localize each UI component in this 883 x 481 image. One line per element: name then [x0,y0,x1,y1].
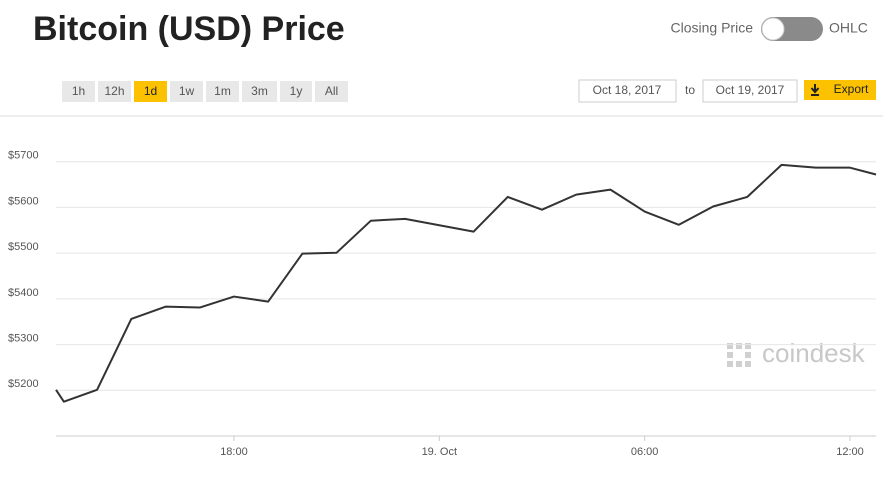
range-label: 1d [144,84,157,98]
range-button[interactable] [170,81,203,102]
range-button[interactable] [242,81,277,102]
range-label: 1w [179,84,195,98]
watermark: coindesk [727,338,866,368]
logo-dot [736,361,742,367]
export-label: Export [834,82,869,96]
logo-dot [745,343,751,349]
date-to-box[interactable] [702,79,798,103]
y-tick-label: $5700 [8,150,39,162]
export-button[interactable] [804,80,876,100]
logo-dot [745,361,751,367]
logo-dot [727,352,733,358]
x-tick-label: 19. Oct [422,446,457,458]
x-tick-label: 12:00 [836,446,864,458]
toggle-left-label: Closing Price [671,20,754,36]
price-line [55,163,877,403]
logo-dot [736,343,742,349]
range-label: 1m [214,84,231,98]
page-title: Bitcoin (USD) Price [33,10,345,48]
logo-dot [727,361,733,367]
y-tick-label: $5300 [8,332,39,344]
watermark-text: coindesk [762,338,866,368]
range-label: 1h [72,84,85,98]
range-button[interactable] [98,81,131,102]
plot: $5200 $5300 $5400 $5500 $5600 $5700 18:00 19. O… [8,150,877,458]
y-tick-label: $5200 [8,378,39,390]
date-from-box[interactable] [578,79,677,103]
export-icon [810,84,820,96]
range-label: 1y [290,84,303,98]
logo-dot [745,352,751,358]
x-tick-label: 18:00 [220,446,248,458]
date-to: Oct 19, 2017 [716,83,785,97]
range-label: 12h [104,84,124,98]
range-button[interactable] [206,81,239,102]
x-tick-label: 06:00 [631,446,659,458]
date-separator: to [685,83,695,97]
logo-dot [727,343,733,349]
date-from: Oct 18, 2017 [593,83,662,97]
y-tick-label: $5600 [8,195,39,207]
range-button[interactable] [62,81,95,102]
range-buttons: 1h 12h 1d 1w 1m 3m 1y All [62,81,348,102]
range-button[interactable] [315,81,348,102]
toggle-knob[interactable] [761,17,785,41]
toggle-right-label: OHLC [829,20,868,36]
y-tick-label: $5400 [8,287,39,299]
range-label: 3m [251,84,268,98]
y-tick-label: $5500 [8,241,39,253]
range-button[interactable] [134,81,167,102]
range-button[interactable] [280,81,312,102]
range-label: All [325,84,338,98]
